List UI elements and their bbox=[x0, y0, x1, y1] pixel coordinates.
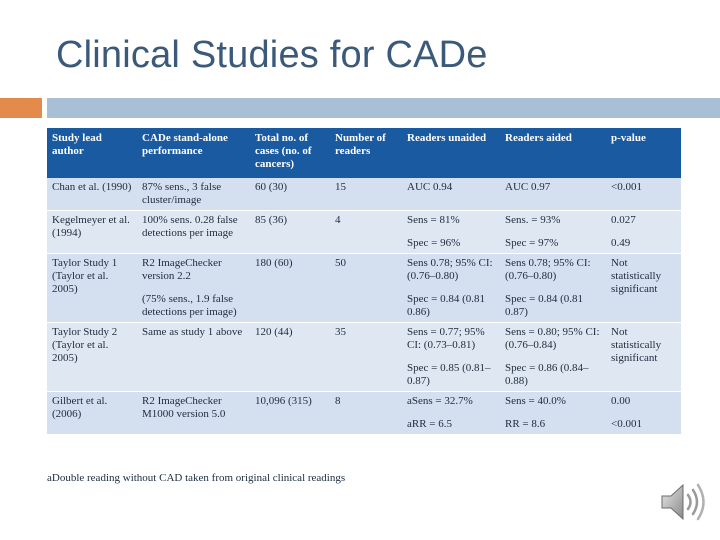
cell-performance: R2 ImageChecker M1000 version 5.0 bbox=[137, 391, 250, 434]
cell-readers: 8 bbox=[330, 391, 402, 434]
cell-cases: 10,096 (315) bbox=[250, 391, 330, 434]
cell-performance: 100% sens. 0.28 false detections per ima… bbox=[137, 210, 250, 254]
cell-aided: Sens = 40.0% RR = 8.6 bbox=[500, 391, 606, 434]
cell-author: Taylor Study 1 (Taylor et al. 2005) bbox=[47, 253, 137, 323]
slide-title: Clinical Studies for CADe bbox=[56, 34, 488, 76]
clinical-studies-table: Study lead author CADe stand-alone perfo… bbox=[47, 128, 681, 434]
cell-cases: 60 (30) bbox=[250, 178, 330, 211]
speaker-icon[interactable] bbox=[656, 478, 708, 526]
cell-performance: Same as study 1 above bbox=[137, 322, 250, 392]
table-row: Taylor Study 1 (Taylor et al. 2005) R2 I… bbox=[47, 253, 681, 323]
table-row: Kegelmeyer et al. (1994) 100% sens. 0.28… bbox=[47, 210, 681, 254]
cell-unaided: AUC 0.94 bbox=[402, 178, 500, 211]
header-readers: Number of readers bbox=[330, 128, 402, 178]
cell-aided: Sens. = 93% Spec = 97% bbox=[500, 210, 606, 254]
cell-readers: 50 bbox=[330, 253, 402, 323]
cell-author: Kegelmeyer et al. (1994) bbox=[47, 210, 137, 254]
cell-unaided: Sens 0.78; 95% CI: (0.76–0.80) Spec = 0.… bbox=[402, 253, 500, 323]
cell-author: Taylor Study 2 (Taylor et al. 2005) bbox=[47, 322, 137, 392]
cell-performance: R2 ImageChecker version 2.2 (75% sens., … bbox=[137, 253, 250, 323]
cell-pvalue: 0.00 <0.001 bbox=[606, 391, 681, 434]
cell-pvalue: <0.001 bbox=[606, 178, 681, 211]
studies-table-wrapper: Study lead author CADe stand-alone perfo… bbox=[47, 128, 681, 434]
cell-aided: AUC 0.97 bbox=[500, 178, 606, 211]
accent-bar-blue bbox=[47, 98, 720, 118]
header-cases: Total no. of cases (no. of cancers) bbox=[250, 128, 330, 178]
header-pvalue: p-value bbox=[606, 128, 681, 178]
cell-author: Chan et al. (1990) bbox=[47, 178, 137, 211]
table-row: Gilbert et al. (2006) R2 ImageChecker M1… bbox=[47, 391, 681, 434]
cell-cases: 120 (44) bbox=[250, 322, 330, 392]
header-aided: Readers aided bbox=[500, 128, 606, 178]
cell-pvalue: 0.027 0.49 bbox=[606, 210, 681, 254]
cell-readers: 15 bbox=[330, 178, 402, 211]
cell-cases: 85 (36) bbox=[250, 210, 330, 254]
table-row: Chan et al. (1990) 87% sens., 3 false cl… bbox=[47, 178, 681, 211]
table-footnote: aDouble reading without CAD taken from o… bbox=[47, 472, 346, 484]
cell-unaided: Sens = 0.77; 95% CI: (0.73–0.81) Spec = … bbox=[402, 322, 500, 392]
table-row: Taylor Study 2 (Taylor et al. 2005) Same… bbox=[47, 322, 681, 392]
cell-author: Gilbert et al. (2006) bbox=[47, 391, 137, 434]
cell-cases: 180 (60) bbox=[250, 253, 330, 323]
cell-readers: 35 bbox=[330, 322, 402, 392]
header-author: Study lead author bbox=[47, 128, 137, 178]
cell-unaided: Sens = 81% Spec = 96% bbox=[402, 210, 500, 254]
header-performance: CADe stand-alone performance bbox=[137, 128, 250, 178]
header-unaided: Readers unaided bbox=[402, 128, 500, 178]
cell-unaided: aSens = 32.7% aRR = 6.5 bbox=[402, 391, 500, 434]
cell-aided: Sens 0.78; 95% CI: (0.76–0.80) Spec = 0.… bbox=[500, 253, 606, 323]
table-header-row: Study lead author CADe stand-alone perfo… bbox=[47, 128, 681, 178]
cell-performance: 87% sens., 3 false cluster/image bbox=[137, 178, 250, 211]
cell-aided: Sens = 0.80; 95% CI: (0.76–0.84) Spec = … bbox=[500, 322, 606, 392]
cell-pvalue: Not statistically significant bbox=[606, 322, 681, 392]
accent-bar-orange bbox=[0, 98, 42, 118]
cell-pvalue: Not statistically significant bbox=[606, 253, 681, 323]
cell-readers: 4 bbox=[330, 210, 402, 254]
